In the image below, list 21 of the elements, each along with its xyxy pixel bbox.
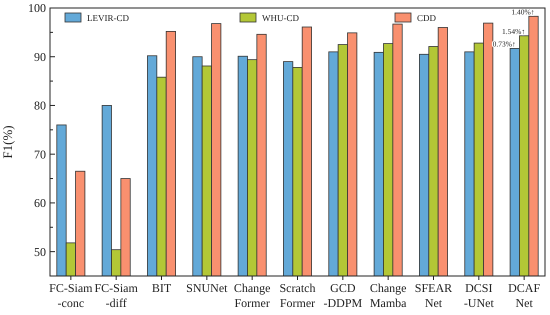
x-tick-label: DCAF Net [508,281,540,310]
y-tick-label: 60 [34,196,46,210]
legend-label: WHU-CD [262,13,300,24]
x-tick-label: Scratch Former [280,281,316,310]
y-tick-label: 100 [28,1,46,16]
x-tick-label: Change Former [234,281,270,310]
legend-label: CDD [417,13,436,24]
x-tick-label: SFEAR Net [414,281,452,310]
x-tick-label: FC-Siam -conc [49,281,94,310]
x-tick-label: DCSI -UNet [464,281,494,310]
x-tick-label: GCD -DDPM [323,281,362,310]
legend-label: LEVIR-CD [87,13,130,24]
y-tick-label: 90 [34,50,46,64]
x-tick-label: Change Mamba [370,281,408,310]
y-tick-label: 70 [34,147,46,162]
y-tick-label: 80 [34,98,46,113]
x-tick-label: SNUNet [186,281,228,295]
x-tick-label: FC-Siam -diff [94,281,139,310]
y-axis-title: F1(%) [0,125,15,159]
x-tick-label: BIT [152,281,172,295]
y-tick-label: 50 [34,244,46,259]
